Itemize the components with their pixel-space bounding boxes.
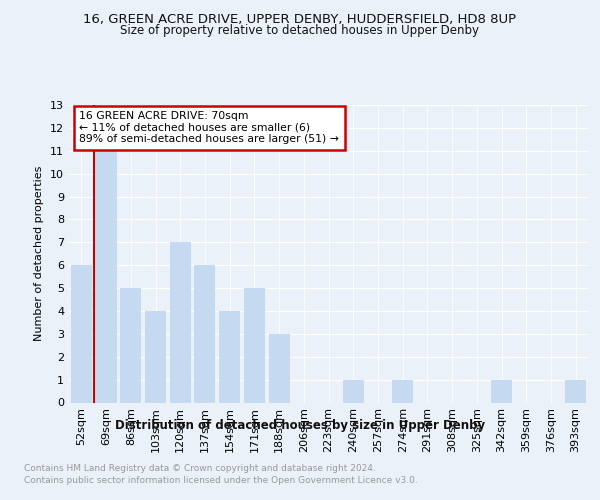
Bar [219,311,240,402]
Text: 16, GREEN ACRE DRIVE, UPPER DENBY, HUDDERSFIELD, HD8 8UP: 16, GREEN ACRE DRIVE, UPPER DENBY, HUDDE… [83,12,517,26]
Bar [343,380,364,402]
Text: Contains HM Land Registry data © Crown copyright and database right 2024.: Contains HM Land Registry data © Crown c… [24,464,376,473]
Bar [170,242,191,402]
Bar [194,265,215,402]
Bar [491,380,512,402]
Bar [120,288,141,403]
Text: Size of property relative to detached houses in Upper Denby: Size of property relative to detached ho… [121,24,479,37]
Text: 16 GREEN ACRE DRIVE: 70sqm
← 11% of detached houses are smaller (6)
89% of semi-: 16 GREEN ACRE DRIVE: 70sqm ← 11% of deta… [79,111,339,144]
Text: Distribution of detached houses by size in Upper Denby: Distribution of detached houses by size … [115,419,485,432]
Bar [269,334,290,402]
Bar [95,151,116,403]
Y-axis label: Number of detached properties: Number of detached properties [34,166,44,342]
Bar [392,380,413,402]
Bar [145,311,166,402]
Text: Contains public sector information licensed under the Open Government Licence v3: Contains public sector information licen… [24,476,418,485]
Bar [71,265,92,402]
Bar [244,288,265,403]
Bar [565,380,586,402]
